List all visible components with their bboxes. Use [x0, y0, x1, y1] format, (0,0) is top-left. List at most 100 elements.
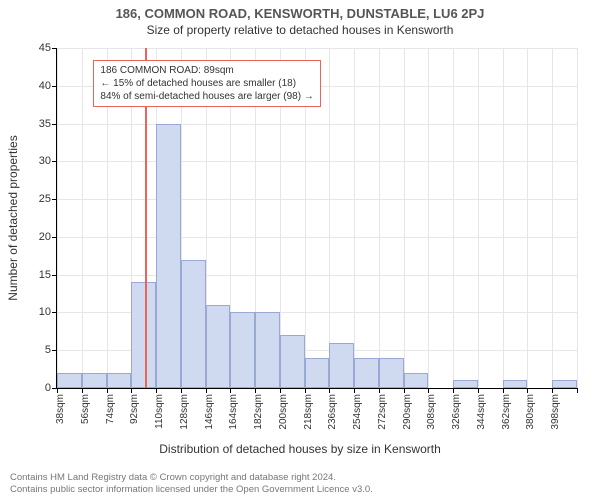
histogram-bar: [230, 312, 255, 388]
x-tick-label: 236sqm: [327, 394, 338, 430]
x-tick-label: 146sqm: [204, 394, 215, 430]
x-tick-label: 272sqm: [377, 394, 388, 430]
x-tick-mark: [527, 388, 528, 393]
footer-line-2: Contains public sector information licen…: [10, 484, 590, 496]
gridline-horizontal: [57, 124, 577, 125]
histogram-bar: [255, 312, 280, 388]
gridline-horizontal: [57, 48, 577, 49]
x-tick-mark: [305, 388, 306, 393]
chart-title: 186, COMMON ROAD, KENSWORTH, DUNSTABLE, …: [0, 0, 600, 21]
info-box-line: ← 15% of detached houses are smaller (18…: [100, 77, 313, 90]
gridline-vertical: [379, 48, 380, 388]
histogram-bar: [354, 358, 379, 388]
x-tick-label: 92sqm: [129, 394, 140, 424]
histogram-bar: [156, 124, 181, 388]
histogram-bar: [329, 343, 354, 388]
x-tick-label: 200sqm: [278, 394, 289, 430]
y-axis-label: Number of detached properties: [6, 135, 20, 300]
chart-plot-area: 05101520253035404538sqm56sqm74sqm92sqm11…: [56, 48, 577, 389]
histogram-bar: [57, 373, 82, 388]
x-tick-mark: [280, 388, 281, 393]
x-tick-mark: [107, 388, 108, 393]
histogram-bar: [107, 373, 132, 388]
x-tick-label: 362sqm: [501, 394, 512, 430]
chart-subtitle: Size of property relative to detached ho…: [0, 21, 600, 37]
histogram-bar: [82, 373, 107, 388]
info-box: 186 COMMON ROAD: 89sqm← 15% of detached …: [93, 60, 320, 107]
info-box-line: 186 COMMON ROAD: 89sqm: [100, 64, 313, 77]
x-tick-label: 38sqm: [55, 394, 66, 424]
histogram-bar: [181, 260, 206, 388]
x-tick-mark: [503, 388, 504, 393]
y-tick-label: 5: [45, 344, 57, 356]
x-tick-label: 290sqm: [402, 394, 413, 430]
gridline-vertical: [527, 48, 528, 388]
gridline-horizontal: [57, 237, 577, 238]
x-tick-label: 164sqm: [228, 394, 239, 430]
x-tick-label: 254sqm: [352, 394, 363, 430]
x-tick-mark: [82, 388, 83, 393]
x-tick-mark: [57, 388, 58, 393]
x-tick-mark: [181, 388, 182, 393]
y-tick-label: 10: [39, 306, 57, 318]
info-box-line: 84% of semi-detached houses are larger (…: [100, 90, 313, 103]
gridline-vertical: [453, 48, 454, 388]
x-tick-mark: [156, 388, 157, 393]
x-tick-label: 128sqm: [179, 394, 190, 430]
y-tick-label: 40: [39, 80, 57, 92]
x-axis-label: Distribution of detached houses by size …: [0, 442, 600, 456]
x-tick-mark: [428, 388, 429, 393]
gridline-vertical: [354, 48, 355, 388]
x-tick-label: 308sqm: [426, 394, 437, 430]
gridline-vertical: [404, 48, 405, 388]
x-tick-label: 380sqm: [525, 394, 536, 430]
gridline-vertical: [478, 48, 479, 388]
histogram-bar: [404, 373, 429, 388]
gridline-vertical: [577, 48, 578, 388]
chart-footer: Contains HM Land Registry data © Crown c…: [10, 472, 590, 496]
y-tick-label: 0: [45, 382, 57, 394]
y-tick-label: 20: [39, 231, 57, 243]
x-tick-label: 398sqm: [550, 394, 561, 430]
x-tick-label: 218sqm: [303, 394, 314, 430]
x-tick-mark: [329, 388, 330, 393]
x-tick-mark: [404, 388, 405, 393]
y-tick-label: 15: [39, 269, 57, 281]
x-tick-label: 344sqm: [476, 394, 487, 430]
gridline-vertical: [552, 48, 553, 388]
x-tick-label: 110sqm: [154, 394, 165, 429]
x-tick-mark: [255, 388, 256, 393]
histogram-bar: [503, 380, 528, 388]
histogram-bar: [305, 358, 330, 388]
histogram-bar: [206, 305, 231, 388]
gridline-vertical: [57, 48, 58, 388]
x-tick-label: 56sqm: [80, 394, 91, 424]
x-tick-mark: [131, 388, 132, 393]
y-tick-label: 45: [39, 42, 57, 54]
x-tick-label: 326sqm: [451, 394, 462, 430]
x-tick-mark: [478, 388, 479, 393]
x-tick-mark: [230, 388, 231, 393]
gridline-horizontal: [57, 199, 577, 200]
gridline-vertical: [428, 48, 429, 388]
gridline-vertical: [329, 48, 330, 388]
footer-line-1: Contains HM Land Registry data © Crown c…: [10, 472, 590, 484]
histogram-bar: [552, 380, 577, 388]
x-tick-mark: [453, 388, 454, 393]
histogram-bar: [379, 358, 404, 388]
x-tick-mark: [577, 388, 578, 393]
y-tick-label: 25: [39, 193, 57, 205]
x-tick-mark: [552, 388, 553, 393]
y-tick-label: 35: [39, 118, 57, 130]
x-tick-mark: [354, 388, 355, 393]
histogram-bar: [280, 335, 305, 388]
x-tick-mark: [379, 388, 380, 393]
histogram-bar: [131, 282, 156, 388]
gridline-horizontal: [57, 161, 577, 162]
x-tick-label: 182sqm: [253, 394, 264, 430]
histogram-bar: [453, 380, 478, 388]
gridline-horizontal: [57, 275, 577, 276]
gridline-vertical: [82, 48, 83, 388]
y-tick-label: 30: [39, 155, 57, 167]
x-tick-mark: [206, 388, 207, 393]
